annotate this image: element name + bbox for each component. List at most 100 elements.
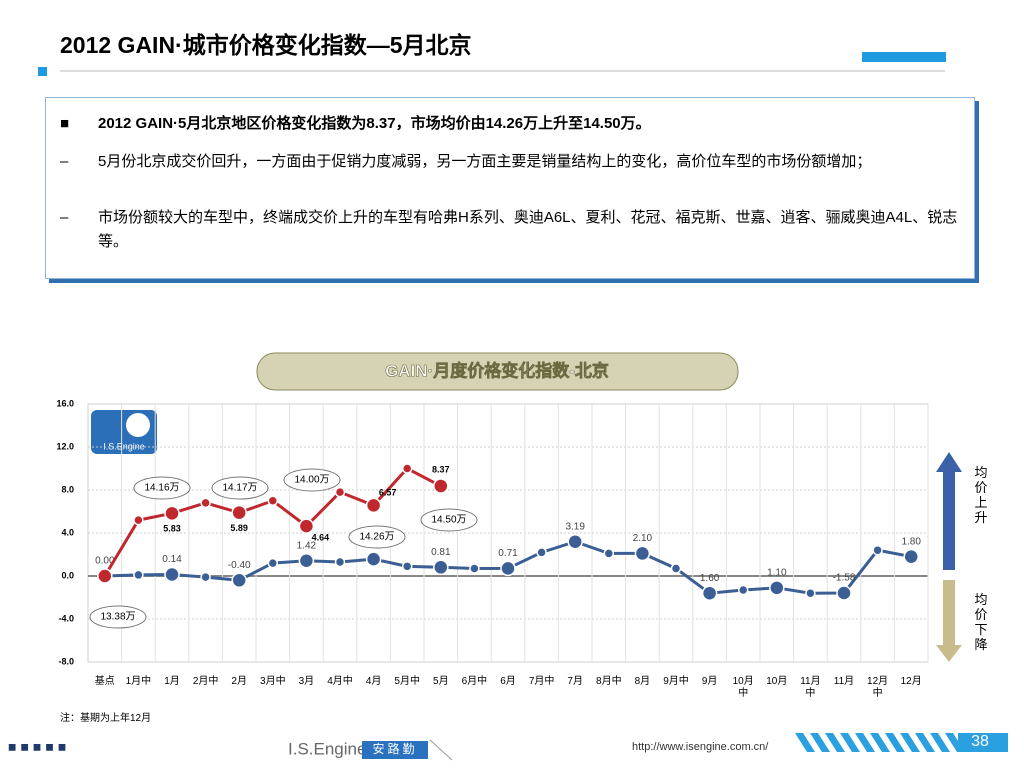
up-label: 均价上升: [974, 465, 988, 525]
footer-url: http://www.isengine.com.cn/: [632, 741, 769, 753]
point: [334, 556, 346, 568]
callout: [211, 476, 269, 500]
point: [634, 545, 651, 562]
accent-square: [38, 67, 47, 76]
point: [365, 497, 382, 514]
point: [164, 566, 180, 583]
x-tick-label: 7月中: [528, 676, 555, 687]
note: 注：基期为上年12月: [60, 713, 152, 724]
value-label: 0.71: [498, 548, 518, 559]
value-label: 3.19: [565, 521, 585, 532]
slide-title: 2012 GAIN·城市价格变化指数—5月北京: [60, 32, 472, 58]
point: [298, 518, 315, 534]
point: [500, 560, 516, 577]
point: [737, 584, 749, 596]
y-tick-label: -8.0: [58, 656, 74, 666]
bullet-text: 2012 GAIN·5月北京地区价格变化指数为8.37，市场均价由14.26万上…: [98, 115, 651, 132]
footer-slash: [429, 739, 453, 761]
callout-text: 13.38万: [100, 612, 135, 623]
y-tick-label: 12.0: [56, 441, 74, 451]
x-tick-label: 6月: [500, 676, 516, 687]
value-label: 6.57: [379, 488, 397, 498]
y-tick-label: 0.0: [61, 570, 74, 580]
x-tick-label: 3月中: [260, 676, 286, 687]
point: [836, 585, 852, 601]
x-tick-label: 4月: [365, 676, 382, 687]
stripe: [840, 733, 860, 752]
point: [164, 505, 180, 522]
x-tick-label: 8月中: [596, 676, 622, 687]
stripe: [810, 733, 830, 752]
x-tick-label: 9月中: [663, 676, 689, 687]
stripe: [795, 733, 815, 752]
point: [701, 585, 718, 601]
stripe: [855, 733, 875, 752]
point: [133, 514, 144, 526]
point: [401, 561, 413, 572]
x-tick-label: 12月中: [867, 676, 889, 699]
x-tick-label: 2月中: [192, 676, 219, 687]
x-tick-label: 5月中: [394, 676, 420, 687]
point: [133, 569, 144, 581]
x-tick-label: 1月中: [125, 676, 152, 687]
point: [805, 587, 816, 599]
stripe: [915, 733, 935, 752]
callout: [133, 476, 191, 500]
text-box: ■ 2012 GAIN·5月北京地区价格变化指数为8.37，市场均价由14.26万…: [45, 97, 975, 279]
callout-text: 14.00万: [294, 475, 329, 486]
point: [401, 463, 413, 474]
point: [536, 547, 547, 558]
callout: [283, 468, 341, 492]
value-label: 0.14: [162, 554, 182, 565]
x-tick-label: 6月中: [461, 676, 488, 687]
bullet-text: 市场份额较大的车型中，终端成交价上升的车型有哈弗H系列、奥迪A6L、夏利、花冠、…: [98, 209, 958, 250]
point: [200, 497, 211, 509]
chart-title-pill: [256, 352, 739, 391]
callout: [420, 508, 478, 532]
y-tick-label: -4.0: [58, 613, 74, 623]
value-label: 2.10: [633, 533, 653, 544]
up-arrow: [936, 452, 962, 570]
footer-brand-cn: 安路勤: [372, 741, 417, 756]
point: [433, 559, 449, 576]
chart-title: GAIN·月度价格变化指数-北京: [385, 360, 609, 380]
x-tick-label: 2月: [231, 676, 247, 687]
callout-text: 14.26万: [359, 532, 394, 543]
point: [200, 571, 211, 583]
accent-bar: [862, 52, 946, 62]
value-label: -1.58: [833, 573, 856, 584]
value-label: 1.42: [297, 540, 317, 551]
x-tick-label: 5月: [433, 676, 449, 687]
x-tick-label: 基点: [94, 676, 115, 687]
x-tick-label: 3月: [298, 676, 315, 687]
point: [469, 563, 480, 574]
x-tick-label: 11月: [833, 676, 855, 687]
point: [231, 504, 247, 521]
x-tick-label: 1月: [164, 676, 180, 687]
down-label: 均价下降: [974, 592, 988, 652]
x-tick-label: 7月: [567, 676, 583, 687]
x-tick-label: 10月中: [732, 676, 754, 699]
point: [231, 572, 247, 589]
page-number: 38: [971, 733, 989, 750]
value-label: 0.81: [431, 547, 451, 558]
x-tick-label: 11月中: [800, 676, 821, 699]
page-box: [958, 733, 1008, 752]
callout: [89, 605, 147, 629]
value-label: 0.00: [95, 556, 115, 567]
value-label: 8.37: [432, 464, 450, 474]
stripe: [885, 733, 905, 752]
point: [872, 544, 883, 556]
value-label: -0.40: [228, 560, 251, 571]
stripe: [930, 733, 950, 752]
point: [670, 563, 682, 574]
point: [365, 551, 382, 567]
callout-text: 14.16万: [144, 483, 179, 494]
x-tick-label: 4月中: [327, 676, 353, 687]
footer-dots: ■■■■■: [8, 739, 70, 755]
value-label: 5.89: [230, 523, 248, 533]
logo-text: I.S.Engine: [103, 441, 145, 451]
x-tick-label: 12月: [900, 676, 922, 687]
